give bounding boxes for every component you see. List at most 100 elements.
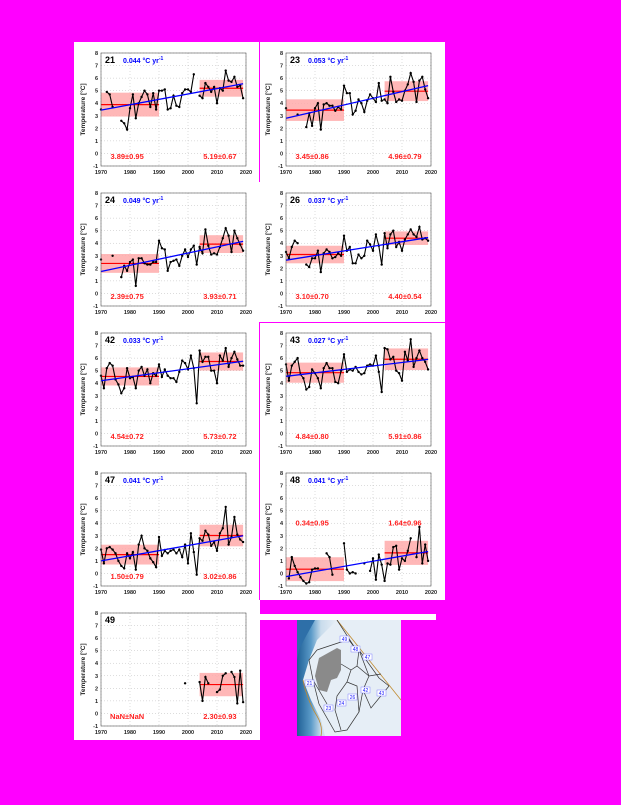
x-tick-label: 1990 <box>338 170 350 176</box>
y-tick-label: 8 <box>95 611 98 617</box>
x-tick-label: 1970 <box>280 590 292 596</box>
y-tick-label: 2 <box>95 126 98 132</box>
x-tick-label: 2000 <box>182 590 194 596</box>
y-tick-label: 8 <box>95 191 98 197</box>
late-period-mean-label: 5.91±0.86 <box>388 432 421 441</box>
late-period-mean-label: 2.30±0.93 <box>203 712 236 721</box>
region-number: 43 <box>290 335 300 345</box>
x-tick-label: 1980 <box>309 170 321 176</box>
x-tick-label: 2010 <box>396 450 408 456</box>
x-tick-label: 1980 <box>124 310 136 316</box>
trend-rate-label: 0.041 °C yr-1 <box>123 476 164 485</box>
x-tick-label: 1990 <box>153 310 165 316</box>
y-tick-label: 4 <box>95 241 99 247</box>
trend-line <box>285 236 429 261</box>
y-tick-label: 1 <box>280 279 283 285</box>
x-tick-label: 1980 <box>309 450 321 456</box>
y-tick-label: 1 <box>95 559 98 565</box>
region-map: 49 48 47 21 42 43 26 24 23 <box>297 620 401 736</box>
y-tick-label: 7 <box>95 204 98 210</box>
y-tick-label: 8 <box>95 471 98 477</box>
y-tick-label: 5 <box>95 509 98 515</box>
svg-text:21: 21 <box>307 681 313 687</box>
y-tick-label: 6 <box>280 356 283 362</box>
map-label-47: 47 <box>362 653 373 661</box>
late-period-mean-label: 4.40±0.54 <box>388 292 422 301</box>
region-number: 23 <box>290 55 300 65</box>
y-tick-label: 0 <box>280 291 283 297</box>
x-tick-label: 1980 <box>124 730 136 736</box>
plot-frame <box>100 472 247 587</box>
map-label-23: 23 <box>323 704 334 712</box>
plot-frame <box>285 472 432 587</box>
map-label-24: 24 <box>336 699 347 707</box>
x-tick-label: 2010 <box>211 310 223 316</box>
y-tick-label: -1 <box>278 444 283 450</box>
y-tick-label: 6 <box>95 636 98 642</box>
x-tick-label: 2020 <box>240 730 252 736</box>
y-tick-label: -1 <box>93 444 98 450</box>
region-number: 24 <box>105 195 115 205</box>
x-tick-label: 2000 <box>182 170 194 176</box>
late-period-mean-label: 5.73±0.72 <box>203 432 236 441</box>
y-tick-label: 6 <box>95 216 98 222</box>
x-tick-label: 2010 <box>396 170 408 176</box>
separator-horizontal-mid <box>259 322 445 323</box>
x-tick-label: 2010 <box>396 590 408 596</box>
y-tick-label: 4 <box>95 381 99 387</box>
x-tick-label: 2020 <box>240 450 252 456</box>
temperature-series <box>284 71 430 131</box>
y-tick-label: 3 <box>95 394 98 400</box>
y-tick-label: 2 <box>280 546 283 552</box>
svg-text:26: 26 <box>350 695 356 701</box>
y-axis-label: Temperature [°C] <box>79 503 87 555</box>
y-tick-label: 4 <box>280 521 284 527</box>
x-tick-label: 2000 <box>367 170 379 176</box>
chart-region-48: -1 0 1 2 3 4 5 6 7 8 1970 1980 1990 2000 2010 2020 Tempe… <box>260 462 445 602</box>
x-tick-label: 2000 <box>367 310 379 316</box>
y-tick-label: 5 <box>95 649 98 655</box>
x-tick-label: 2010 <box>211 730 223 736</box>
y-tick-label: 5 <box>280 369 283 375</box>
temperature-series <box>99 346 245 405</box>
x-tick-label: 2020 <box>425 310 437 316</box>
y-tick-label: 1 <box>95 139 98 145</box>
map-label-26: 26 <box>347 693 358 701</box>
y-tick-label: 0 <box>95 291 98 297</box>
early-period-mean-label: 1.50±0.79 <box>110 572 143 581</box>
svg-text:48: 48 <box>353 647 359 653</box>
late-period-mean-label: 1.64±0.96 <box>388 519 421 528</box>
y-tick-label: 7 <box>95 484 98 490</box>
plot-frame <box>100 52 247 167</box>
y-tick-label: -1 <box>278 304 283 310</box>
y-tick-label: -1 <box>93 304 98 310</box>
x-tick-label: 2010 <box>211 450 223 456</box>
y-tick-label: 5 <box>95 369 98 375</box>
y-tick-label: 1 <box>95 419 98 425</box>
y-tick-label: 2 <box>280 126 283 132</box>
svg-text:47: 47 <box>365 655 371 661</box>
y-tick-label: 0 <box>95 431 98 437</box>
y-tick-label: 2 <box>95 406 98 412</box>
early-period-mean-label: 3.89±0.95 <box>110 152 143 161</box>
x-tick-label: 1970 <box>95 590 107 596</box>
trend-line <box>100 240 244 273</box>
region-number: 48 <box>290 475 300 485</box>
x-tick-label: 1970 <box>280 310 292 316</box>
chart-svg: -1 0 1 2 3 4 5 6 7 8 1970 1980 1990 2000 2010 2020 Tempe… <box>264 331 437 456</box>
y-tick-label: 8 <box>280 471 283 477</box>
x-tick-label: 1990 <box>338 450 350 456</box>
y-tick-label: 4 <box>95 521 99 527</box>
plot-frame <box>100 612 247 727</box>
late-period-mean-label: 5.19±0.67 <box>203 152 236 161</box>
y-tick-label: 0 <box>95 711 98 717</box>
late-period-mean-label: 4.96±0.79 <box>388 152 421 161</box>
y-tick-label: 4 <box>280 101 284 107</box>
land-mass <box>315 648 341 692</box>
y-tick-label: 3 <box>95 534 98 540</box>
early-period-mean-label: 4.84±0.80 <box>295 432 328 441</box>
y-tick-label: 4 <box>95 101 99 107</box>
temperature-series <box>183 669 245 705</box>
x-tick-label: 1980 <box>124 590 136 596</box>
x-tick-label: 2000 <box>367 450 379 456</box>
